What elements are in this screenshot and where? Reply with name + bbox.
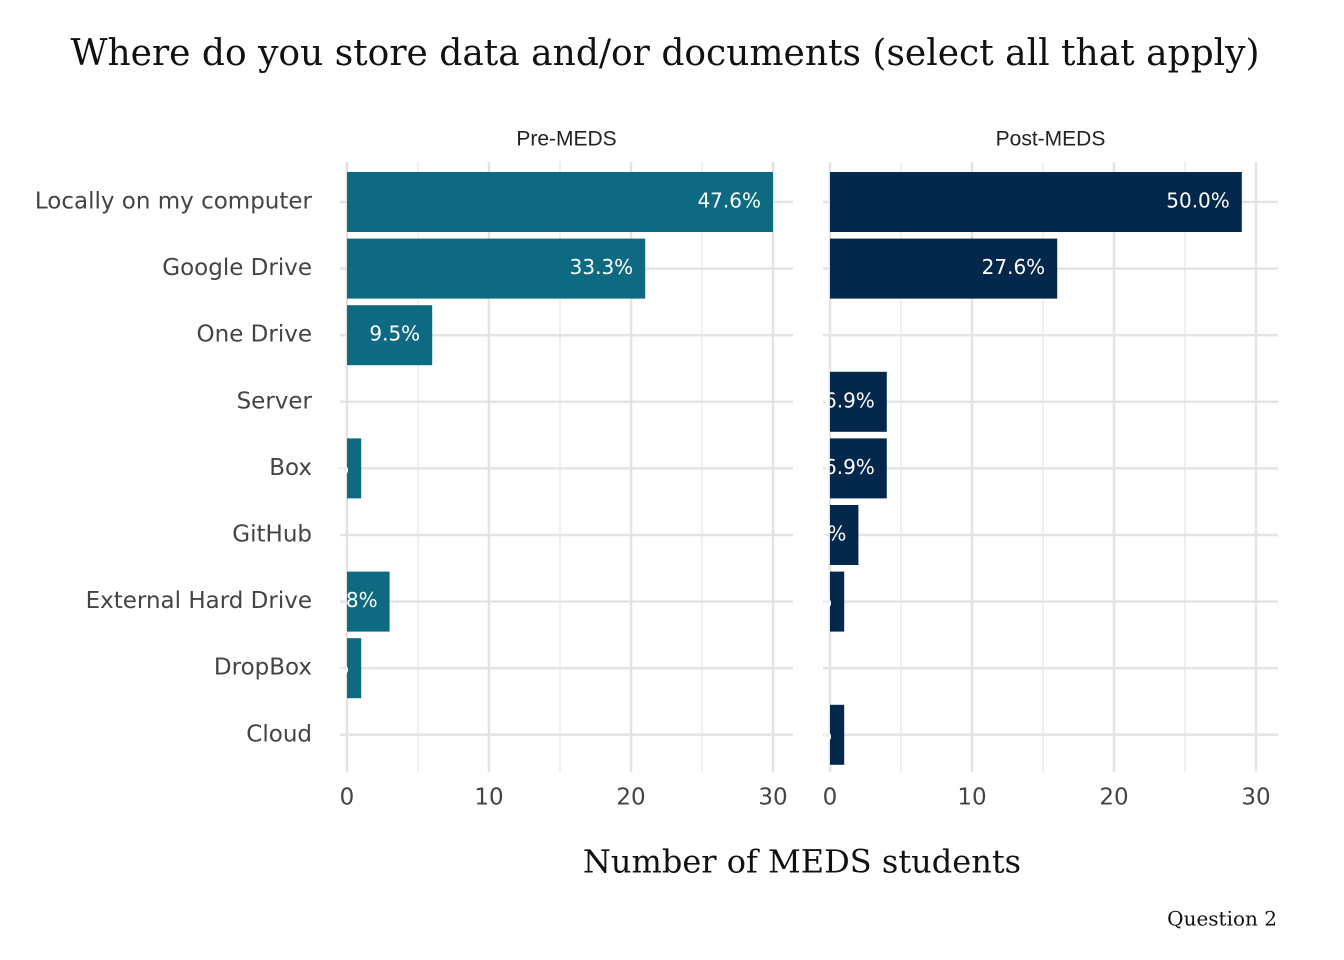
bar-group: 47.6% 33.3% 9.5% 1.6% 4.8% 1.6% bbox=[298, 172, 773, 699]
y-tick-label: One Drive bbox=[197, 322, 312, 348]
bar bbox=[347, 571, 390, 632]
y-tick-label: DropBox bbox=[214, 655, 312, 681]
bar bbox=[830, 371, 887, 432]
value-label: 1.7% bbox=[781, 721, 832, 745]
x-tick-label: 30 bbox=[758, 785, 787, 811]
bar bbox=[347, 172, 773, 232]
y-tick-label: Box bbox=[269, 455, 312, 481]
y-tick-label: External Hard Drive bbox=[86, 588, 312, 614]
bar bbox=[830, 438, 887, 499]
y-tick-label: Cloud bbox=[246, 721, 312, 747]
chart-title: Where do you store data and/or documents… bbox=[70, 33, 1259, 74]
value-label: 4.8% bbox=[327, 588, 378, 612]
value-label: 1.6% bbox=[298, 655, 349, 679]
value-label: 3.4% bbox=[796, 522, 847, 546]
bar bbox=[830, 704, 845, 765]
y-tick-label: Locally on my computer bbox=[35, 189, 313, 215]
value-label: 33.3% bbox=[570, 255, 634, 279]
value-label: 50.0% bbox=[1166, 189, 1230, 213]
bar bbox=[830, 505, 859, 565]
x-tick-label: 0 bbox=[823, 785, 838, 811]
bar bbox=[347, 638, 362, 699]
facet-label: Pre-MEDS bbox=[516, 128, 616, 151]
x-tick-label: 20 bbox=[616, 785, 645, 811]
x-tick-label: 30 bbox=[1241, 785, 1270, 811]
x-tick-label: 10 bbox=[957, 785, 986, 811]
bar-group: 50.0% 27.6% 6.9% 6.9% 3.4% 1.7% 1.7% bbox=[781, 172, 1242, 765]
bar bbox=[830, 172, 1242, 232]
x-tick-label: 0 bbox=[340, 785, 355, 811]
y-tick-label: Server bbox=[237, 388, 313, 414]
value-label: 27.6% bbox=[982, 255, 1046, 279]
bar bbox=[830, 571, 845, 632]
bar bbox=[347, 238, 646, 299]
x-tick-label: 10 bbox=[474, 785, 503, 811]
caption: Question 2 bbox=[1167, 907, 1277, 931]
bar bbox=[347, 305, 433, 366]
bar bbox=[830, 238, 1058, 299]
x-tick-label: 20 bbox=[1099, 785, 1128, 811]
x-axis-title: Number of MEDS students bbox=[583, 843, 1021, 881]
value-label: 6.9% bbox=[824, 455, 875, 479]
value-label: 47.6% bbox=[697, 189, 761, 213]
y-tick-label: Google Drive bbox=[162, 255, 312, 281]
value-label: 1.7% bbox=[781, 588, 832, 612]
bar bbox=[347, 438, 362, 499]
value-label: 6.9% bbox=[824, 388, 875, 412]
value-label: 1.6% bbox=[298, 455, 349, 479]
y-tick-label: GitHub bbox=[232, 522, 312, 548]
facet-label: Post-MEDS bbox=[996, 128, 1106, 151]
value-label: 9.5% bbox=[369, 322, 420, 346]
